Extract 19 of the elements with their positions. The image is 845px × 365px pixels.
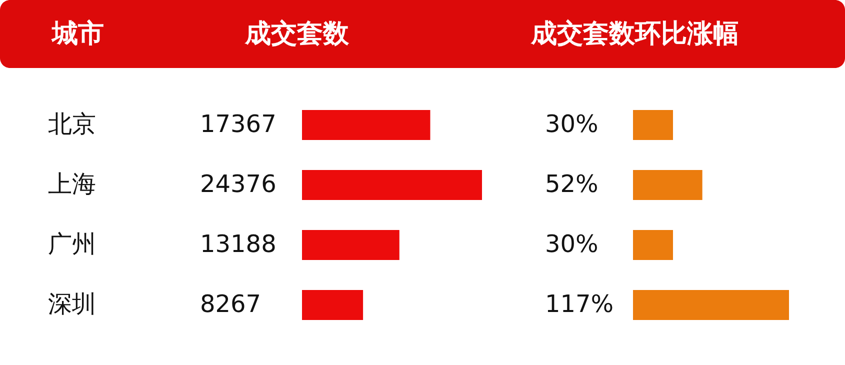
bar [302,290,364,320]
y-axis-title: 城市 [51,19,104,49]
bar [302,170,482,200]
data-label: 52% [545,170,598,198]
data-label: 13188 [200,230,276,258]
data-label: 24376 [200,170,276,198]
chart-title: 成交套数 [244,19,350,49]
y-tick-label: 广州 [48,230,96,258]
y-tick-label: 北京 [48,110,96,138]
y-tick-label: 上海 [48,170,96,198]
data-label: 117% [545,290,614,318]
y-tick-label: 深圳 [48,290,96,318]
data-label: 30% [545,110,598,138]
bar [302,110,430,140]
chart-title: 成交套数环比涨幅 [530,19,739,49]
data-label: 17367 [200,110,276,138]
data-label: 8267 [200,290,262,318]
bar [302,230,400,260]
data-label: 30% [545,230,598,258]
